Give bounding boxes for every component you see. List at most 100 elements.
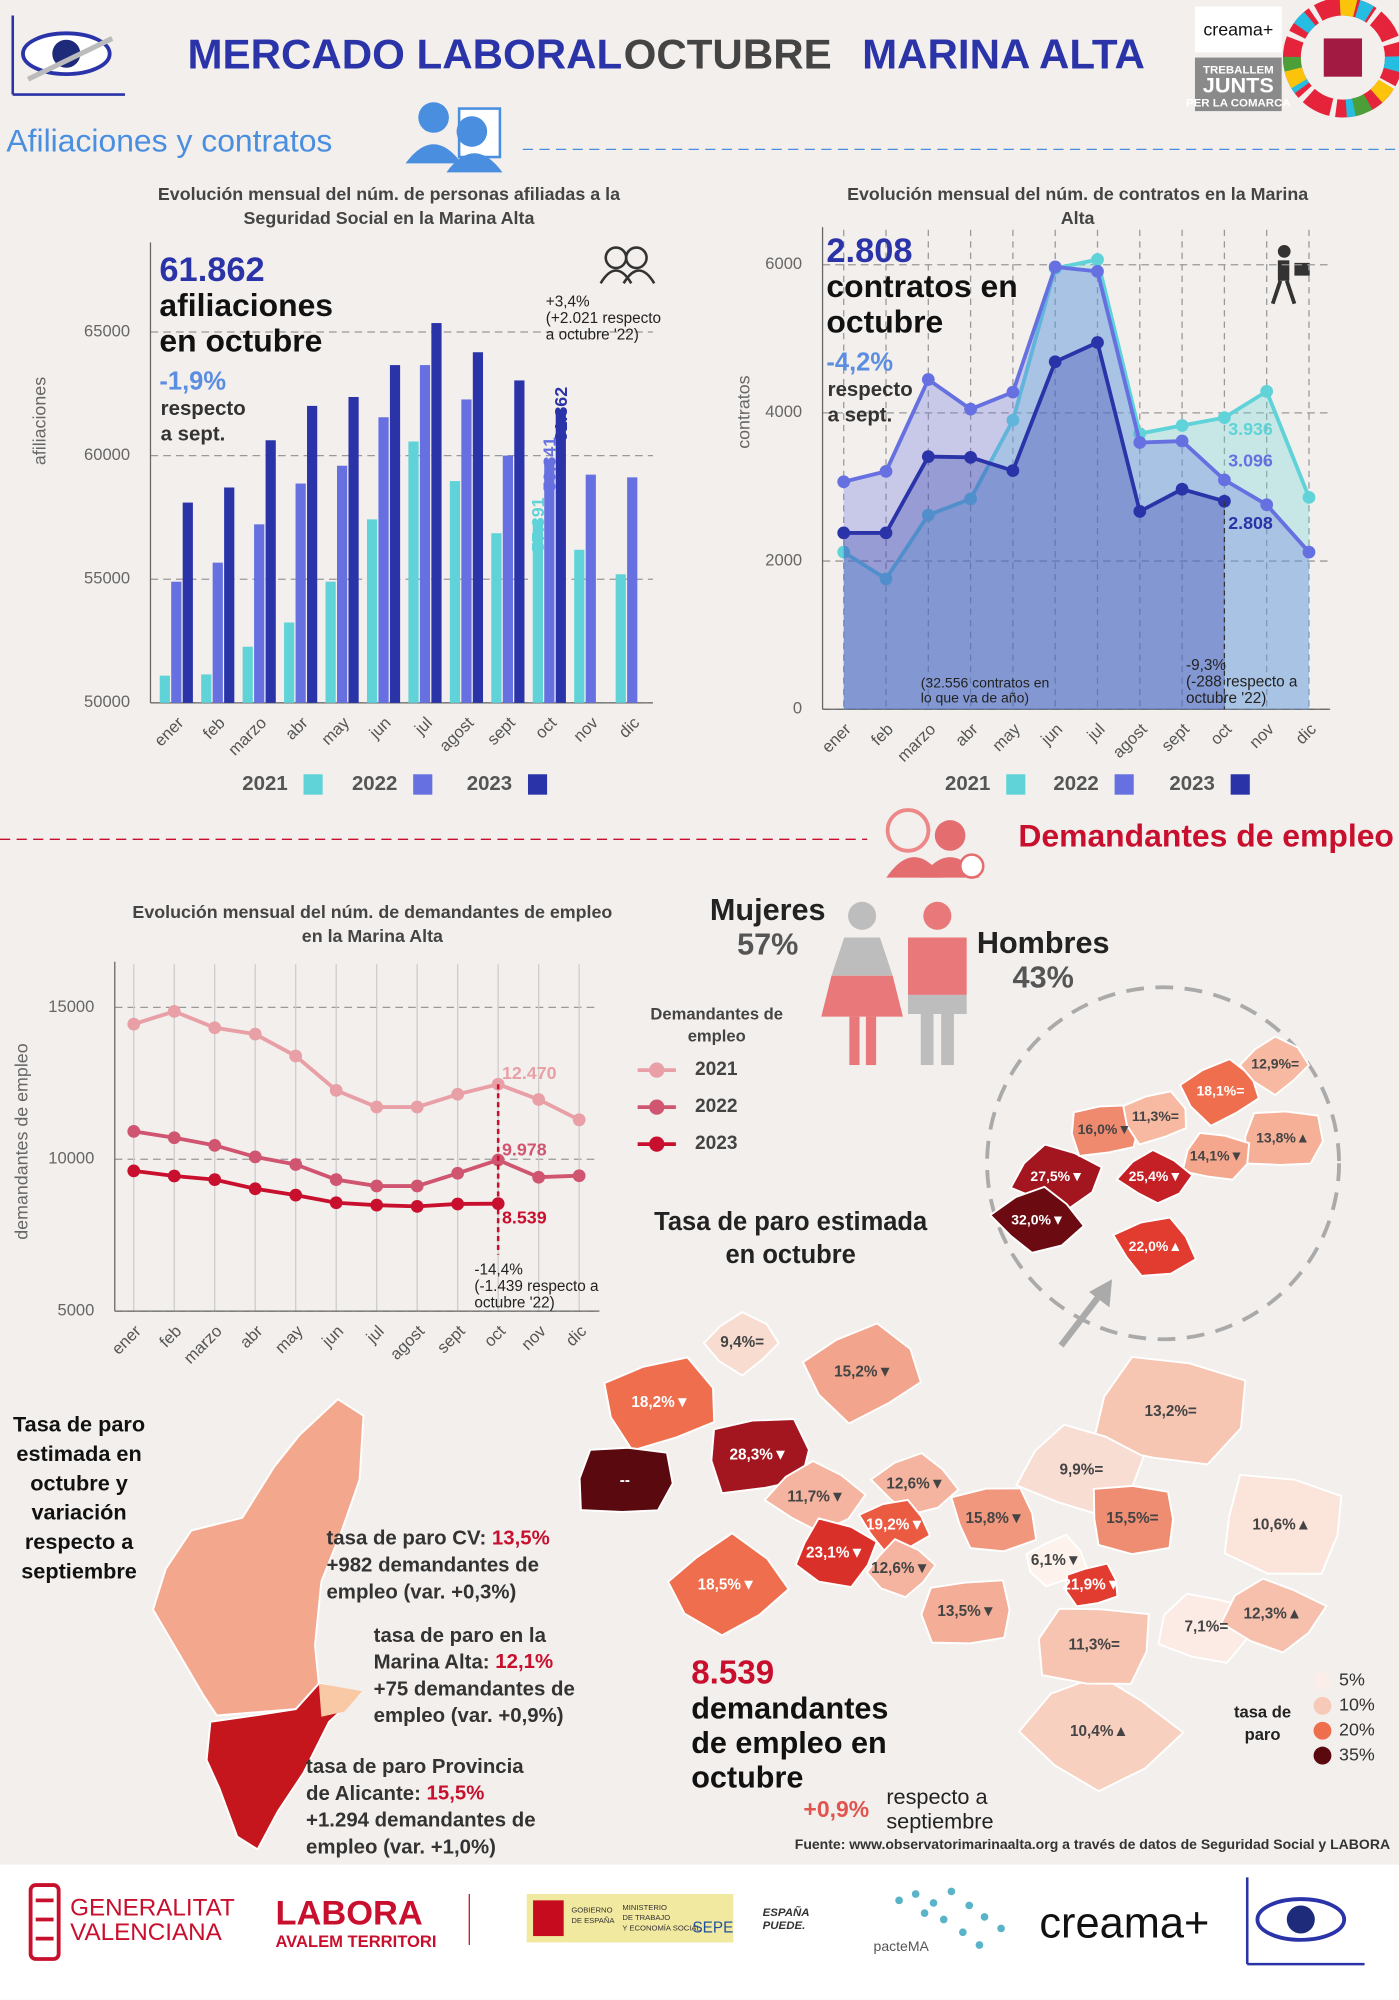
annotation: -9,3% (1186, 657, 1226, 674)
region-label: 15,8%▼ (965, 1510, 1024, 1527)
y-tick-label: 65000 (84, 321, 130, 340)
highlight-text: afiliaciones (159, 287, 333, 323)
map-region (869, 1452, 960, 1516)
bar (585, 474, 596, 703)
highlight-value: 2.808 (826, 232, 912, 270)
region-label: 28,3%▼ (730, 1446, 789, 1463)
line (133, 1009, 581, 1122)
gva-emblem (28, 1883, 61, 1961)
region-rate: 15,5% (427, 1783, 485, 1805)
area (843, 342, 1225, 710)
annotation: lo que va de año) (921, 690, 1029, 706)
bar (378, 417, 389, 703)
region-label: 19,2%▼ (866, 1516, 925, 1533)
legend-swatch (413, 774, 433, 795)
annotation: (-1.439 respecto a (474, 1278, 599, 1295)
y-tick-label: 50000 (84, 692, 130, 711)
point (964, 450, 977, 464)
y-tick-label: 10000 (48, 1149, 94, 1168)
point (1302, 545, 1316, 559)
point (1048, 260, 1062, 274)
legend-swatch (1230, 774, 1250, 795)
region-label: 6,1%▼ (1031, 1552, 1081, 1569)
bar (254, 524, 265, 703)
annotation: a octubre '22) (546, 327, 639, 344)
point (572, 1169, 586, 1183)
map-region (1238, 1035, 1311, 1097)
legend-label: 2023 (1169, 773, 1214, 795)
province-map (205, 1682, 362, 1851)
annotation: octubre '22) (1186, 690, 1266, 707)
point (572, 1113, 586, 1127)
summary-note: respecto a (886, 1784, 988, 1809)
point (1175, 482, 1189, 496)
region-label: 11,3%= (1132, 1108, 1179, 1124)
footer-logo: VALENCIANA (70, 1919, 222, 1946)
point (1133, 436, 1147, 449)
point (127, 1124, 141, 1138)
point (1006, 413, 1020, 427)
sdg-wheel (1282, 0, 1399, 118)
section-title: Demandantes de empleo (1018, 817, 1394, 853)
chart-title: en la Marina Alta (302, 926, 444, 946)
region-label: 21,9%▼ (1062, 1576, 1121, 1593)
region-rate: 13,5% (492, 1528, 550, 1550)
region-intro: octubre y (30, 1470, 128, 1495)
region-intro: estimada en (16, 1441, 141, 1466)
y-tick-label: 4000 (765, 402, 802, 421)
women-figure (821, 901, 903, 1066)
change-value: -4,2% (826, 348, 893, 376)
point (248, 1150, 262, 1164)
point (1302, 490, 1316, 504)
region-intro: variación (31, 1500, 126, 1525)
point (532, 1170, 546, 1184)
change-note: respecto (161, 398, 246, 420)
gender-label: Hombres (977, 926, 1110, 960)
chart-title: Seguridad Social en la Marina Alta (244, 208, 536, 228)
region-label: 12,3%▲ (1243, 1606, 1302, 1623)
point (410, 1100, 424, 1114)
point (1260, 498, 1274, 512)
region-label: 13,5%▼ (937, 1603, 996, 1620)
map-legend-label: 10% (1339, 1695, 1375, 1715)
annotation: (+2.021 respecto (546, 310, 661, 327)
map-legend-label: 5% (1339, 1670, 1365, 1690)
legend-swatch (303, 774, 323, 795)
map (578, 1035, 1343, 1793)
footer-logo: GENERALITAT (70, 1895, 235, 1922)
map-region (794, 1517, 878, 1589)
point (879, 526, 893, 540)
point (964, 492, 977, 506)
value-label: 8.539 (502, 1208, 547, 1228)
region-label: 18,1%= (1196, 1083, 1244, 1099)
region-label: 15,2%▼ (834, 1363, 893, 1380)
point (451, 1087, 465, 1101)
bar (615, 574, 626, 703)
map-title: Tasa de paro estimada (654, 1208, 928, 1236)
gender-pct: 57% (737, 928, 798, 962)
y-tick-label: 0 (793, 699, 802, 718)
y-tick-label: 5000 (58, 1301, 95, 1320)
contracts-icon (405, 102, 503, 173)
bar (431, 323, 442, 703)
region-text: +1.294 demandantes de (306, 1810, 536, 1832)
legend-title: empleo (688, 1026, 746, 1045)
legend-swatch (527, 774, 548, 795)
region-label: 12,6%▼ (886, 1476, 945, 1493)
region-label: 16,0%▼ (1078, 1121, 1132, 1137)
y-tick-label: 60000 (84, 445, 130, 464)
legend-label: 2022 (695, 1096, 738, 1117)
region-text: tasa de paro en la (374, 1625, 547, 1647)
bar (295, 483, 306, 703)
region-label: 10,4%▲ (1070, 1723, 1129, 1740)
map-title: en octubre (726, 1241, 856, 1269)
bar (366, 519, 378, 703)
point (837, 475, 851, 489)
summary-text: octubre (691, 1760, 803, 1794)
point (1175, 434, 1189, 448)
value-label: 57.391 (528, 497, 548, 552)
footer-logo: Y ECONOMÍA SOCIAL (622, 1923, 700, 1932)
map-legend-title: paro (1245, 1725, 1281, 1744)
region-label: 11,7%▼ (787, 1488, 845, 1505)
bar (491, 533, 502, 703)
